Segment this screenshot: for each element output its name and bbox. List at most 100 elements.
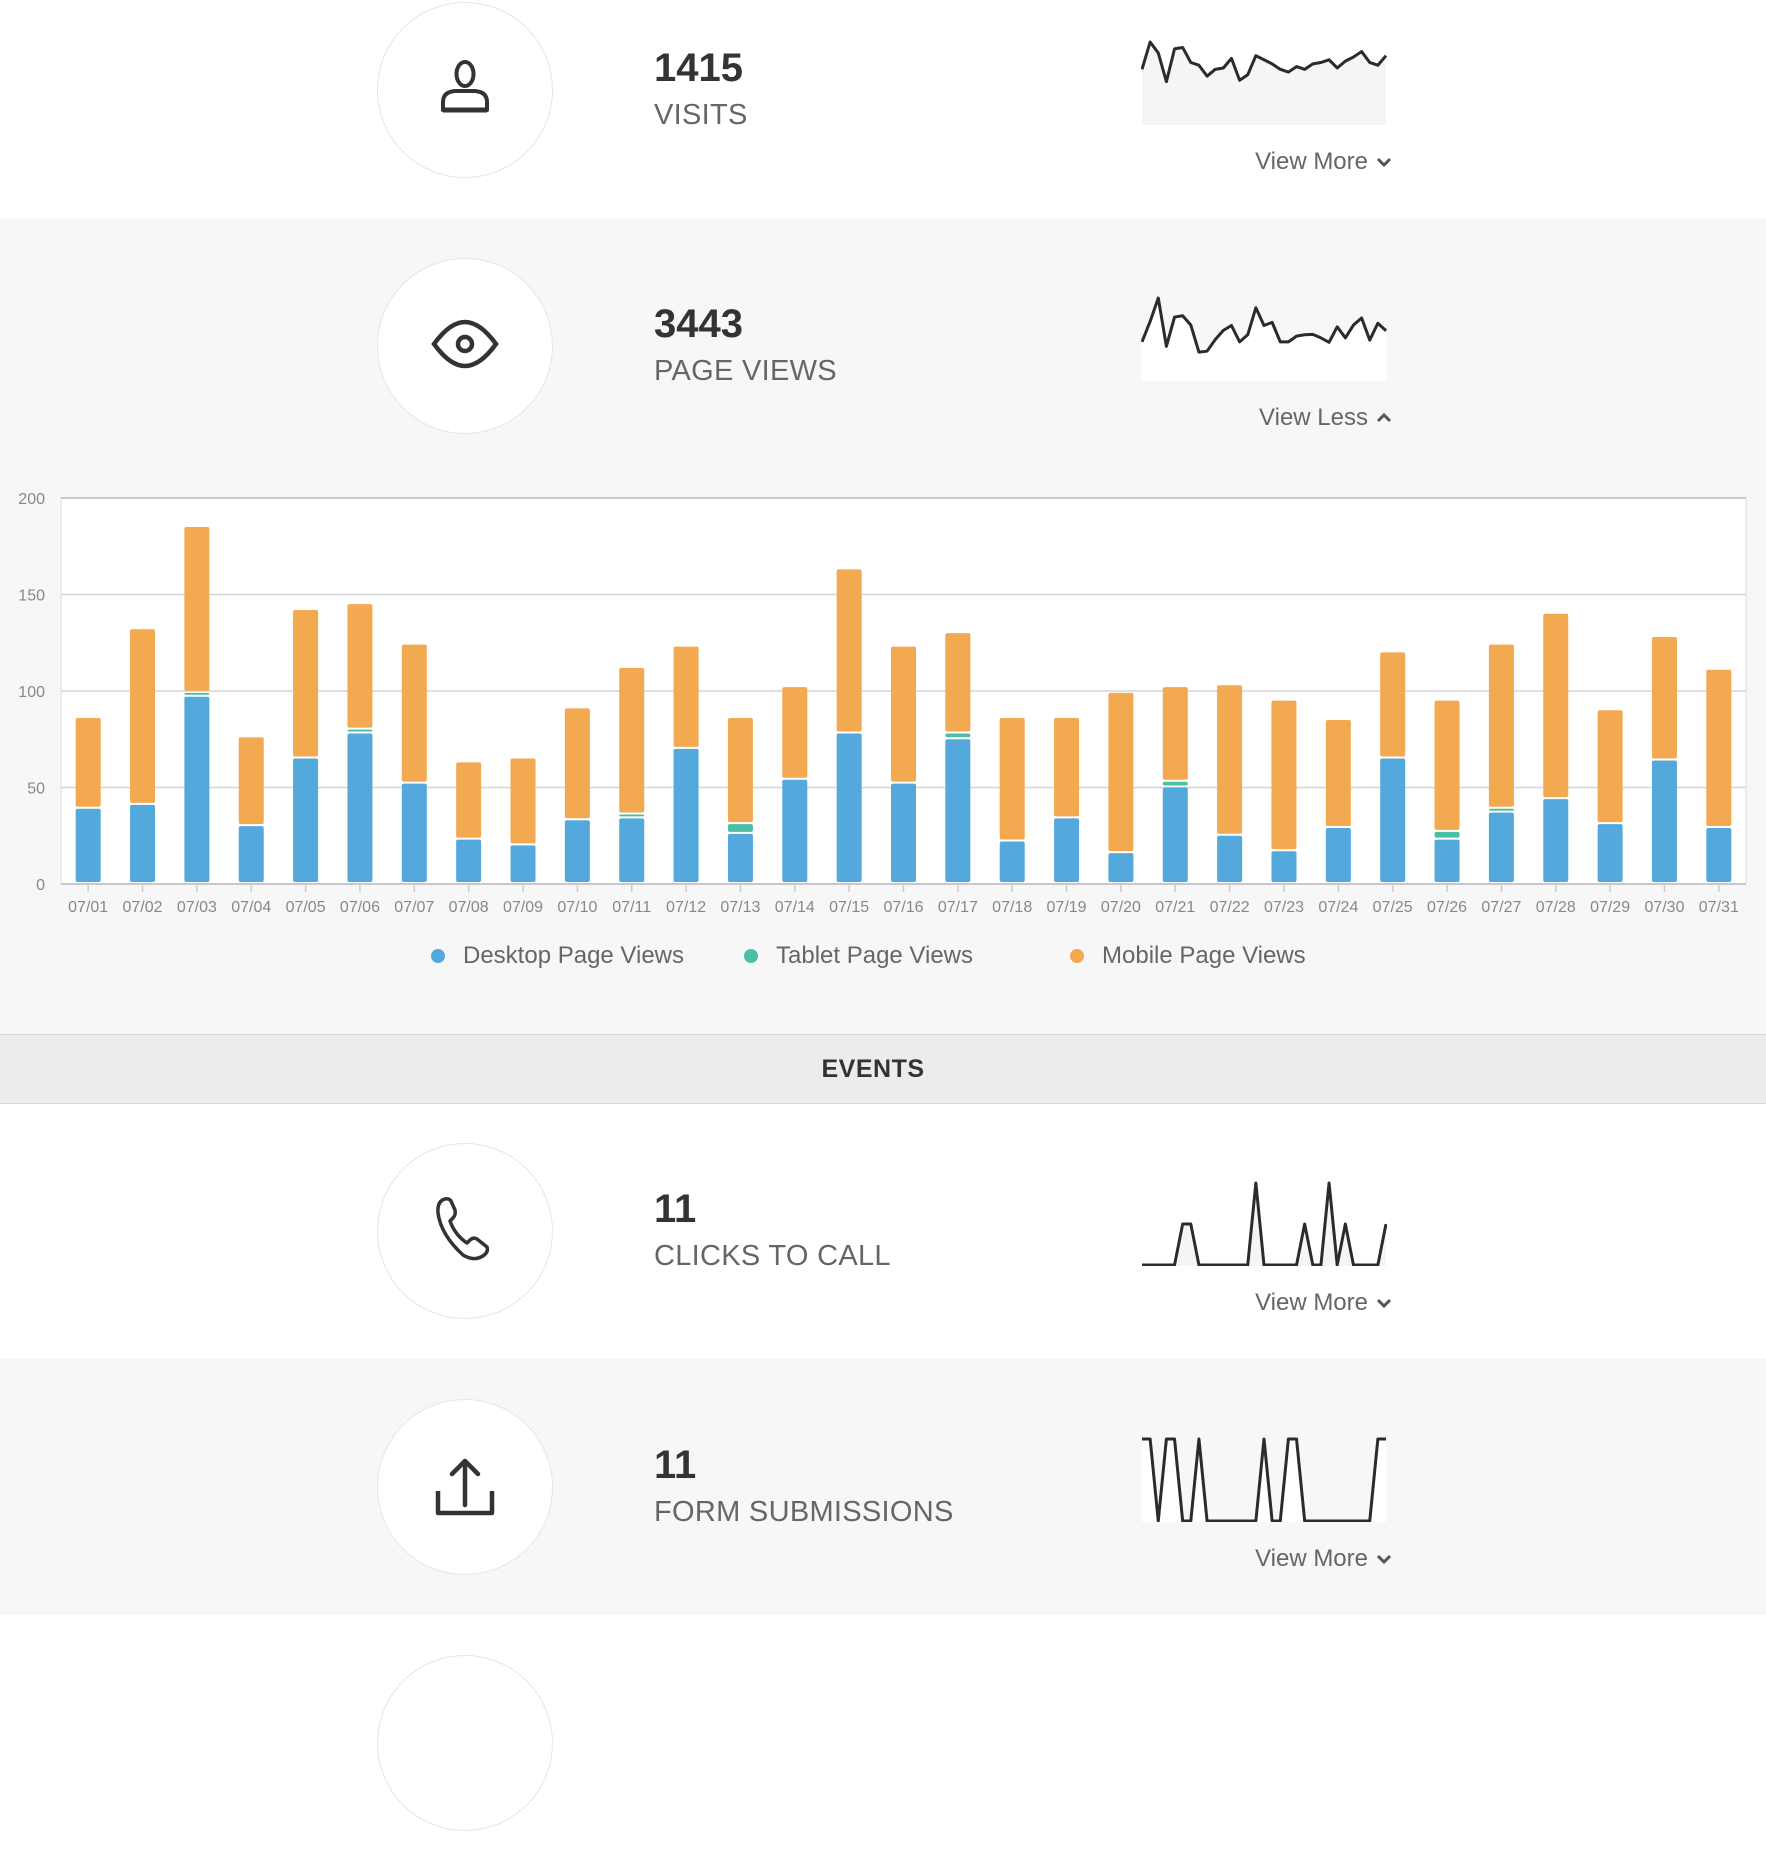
bar-mobile-page-views[interactable]	[564, 708, 590, 819]
bar-desktop-page-views[interactable]	[510, 845, 536, 882]
view-less-button[interactable]: View Less	[1259, 404, 1392, 432]
bar-tablet-page-views[interactable]	[619, 814, 645, 817]
legend-label: Tablet Page Views	[776, 942, 974, 969]
legend-item-tablet-page-views[interactable]: Tablet Page Views	[744, 942, 973, 970]
bar-desktop-page-views[interactable]	[999, 841, 1025, 882]
bar-desktop-page-views[interactable]	[456, 839, 482, 882]
bar-mobile-page-views[interactable]	[456, 762, 482, 838]
bar-desktop-page-views[interactable]	[782, 779, 808, 882]
bar-mobile-page-views[interactable]	[782, 687, 808, 778]
bar-mobile-page-views[interactable]	[184, 526, 210, 691]
metric-label: VISITS	[654, 99, 748, 131]
bar-desktop-page-views[interactable]	[1162, 787, 1188, 883]
legend-item-mobile-page-views[interactable]: Mobile Page Views	[1070, 942, 1306, 970]
bar-mobile-page-views[interactable]	[1543, 613, 1569, 798]
bar-desktop-page-views[interactable]	[238, 826, 264, 882]
bar-mobile-page-views[interactable]	[1380, 652, 1406, 757]
bar-desktop-page-views[interactable]	[1651, 760, 1677, 882]
bar-mobile-page-views[interactable]	[673, 646, 699, 747]
sparkline-line	[1141, 296, 1387, 354]
bar-mobile-page-views[interactable]	[130, 629, 156, 803]
metric-row-form-submissions: 11 FORM SUBMISSIONS View More	[0, 1359, 1766, 1615]
view-more-button[interactable]: View More	[1255, 148, 1392, 176]
bar-mobile-page-views[interactable]	[1162, 687, 1188, 780]
bar-desktop-page-views[interactable]	[1380, 758, 1406, 882]
bar-desktop-page-views[interactable]	[1325, 828, 1351, 882]
chevron-down-icon	[1376, 1553, 1392, 1565]
bar-mobile-page-views[interactable]	[401, 644, 427, 782]
metric-value: 3443	[654, 302, 743, 346]
x-tick-label: 07/15	[829, 899, 869, 916]
bar-desktop-page-views[interactable]	[401, 783, 427, 882]
bar-mobile-page-views[interactable]	[836, 569, 862, 732]
bar-mobile-page-views[interactable]	[727, 718, 753, 823]
bar-mobile-page-views[interactable]	[347, 604, 373, 728]
metric-row-page-views: 3443 PAGE VIEWS View Less 0 50 100 150 200 07/…	[0, 218, 1766, 1034]
sparkline-area	[1142, 42, 1386, 125]
bar-desktop-page-views[interactable]	[564, 820, 590, 882]
bar-mobile-page-views[interactable]	[1434, 700, 1460, 830]
bar-mobile-page-views[interactable]	[1108, 692, 1134, 852]
bar-mobile-page-views[interactable]	[293, 609, 319, 757]
view-more-button[interactable]: View More	[1255, 1545, 1392, 1573]
bar-desktop-page-views[interactable]	[75, 808, 101, 882]
bar-desktop-page-views[interactable]	[1217, 835, 1243, 882]
bar-desktop-page-views[interactable]	[130, 804, 156, 882]
bar-desktop-page-views[interactable]	[727, 833, 753, 882]
bar-mobile-page-views[interactable]	[999, 718, 1025, 840]
bar-desktop-page-views[interactable]	[1706, 828, 1732, 882]
bar-mobile-page-views[interactable]	[1597, 710, 1623, 823]
bar-tablet-page-views[interactable]	[347, 729, 373, 732]
bar-mobile-page-views[interactable]	[238, 737, 264, 825]
bar-desktop-page-views[interactable]	[945, 739, 971, 882]
chevron-down-icon	[1376, 156, 1392, 168]
bar-desktop-page-views[interactable]	[1108, 853, 1134, 882]
bar-mobile-page-views[interactable]	[619, 667, 645, 813]
bar-desktop-page-views[interactable]	[184, 696, 210, 882]
bar-desktop-page-views[interactable]	[1054, 818, 1080, 882]
metric-sparkline	[1141, 40, 1387, 125]
toggle-label: View Less	[1259, 404, 1368, 431]
bar-mobile-page-views[interactable]	[1706, 669, 1732, 827]
bar-desktop-page-views[interactable]	[293, 758, 319, 882]
bar-mobile-page-views[interactable]	[1054, 718, 1080, 817]
bar-mobile-page-views[interactable]	[891, 646, 916, 782]
metric-sparkline	[1142, 1181, 1387, 1266]
bar-desktop-page-views[interactable]	[1271, 851, 1297, 882]
legend-item-desktop-page-views[interactable]: Desktop Page Views	[431, 942, 684, 970]
bar-desktop-page-views[interactable]	[836, 733, 862, 882]
chart-legend: Desktop Page Views Tablet Page Views Mobil…	[0, 942, 1766, 972]
bar-desktop-page-views[interactable]	[891, 783, 916, 882]
bar-mobile-page-views[interactable]	[75, 718, 101, 807]
bar-desktop-page-views[interactable]	[1488, 812, 1514, 882]
legend-dot-icon	[431, 949, 445, 963]
x-tick-label: 07/11	[612, 899, 651, 916]
bar-desktop-page-views[interactable]	[673, 748, 699, 882]
bar-mobile-page-views[interactable]	[1488, 644, 1514, 807]
toggle-label: View More	[1255, 1289, 1368, 1316]
bar-tablet-page-views[interactable]	[1162, 781, 1188, 786]
metric-label: FORM SUBMISSIONS	[654, 1496, 954, 1528]
metric-label: CLICKS TO CALL	[654, 1240, 891, 1272]
bar-mobile-page-views[interactable]	[1651, 636, 1677, 759]
view-more-button[interactable]: View More	[1255, 1289, 1392, 1317]
x-tick-label: 07/09	[503, 899, 543, 916]
bar-desktop-page-views[interactable]	[1434, 839, 1460, 882]
bar-mobile-page-views[interactable]	[945, 633, 971, 732]
bar-tablet-page-views[interactable]	[1488, 808, 1514, 811]
bar-mobile-page-views[interactable]	[1271, 700, 1297, 850]
metric-label: PAGE VIEWS	[654, 355, 837, 387]
bar-tablet-page-views[interactable]	[184, 692, 210, 695]
bar-desktop-page-views[interactable]	[347, 733, 373, 882]
bar-tablet-page-views[interactable]	[727, 824, 753, 832]
bar-desktop-page-views[interactable]	[619, 818, 645, 882]
bar-desktop-page-views[interactable]	[1597, 824, 1623, 882]
bar-mobile-page-views[interactable]	[1217, 685, 1243, 834]
x-tick-label: 07/26	[1427, 899, 1467, 916]
x-tick-label: 07/21	[1155, 899, 1195, 916]
bar-desktop-page-views[interactable]	[1543, 799, 1569, 882]
bar-mobile-page-views[interactable]	[1325, 719, 1351, 827]
bar-tablet-page-views[interactable]	[945, 733, 971, 738]
bar-tablet-page-views[interactable]	[1434, 831, 1460, 838]
bar-mobile-page-views[interactable]	[510, 758, 536, 844]
